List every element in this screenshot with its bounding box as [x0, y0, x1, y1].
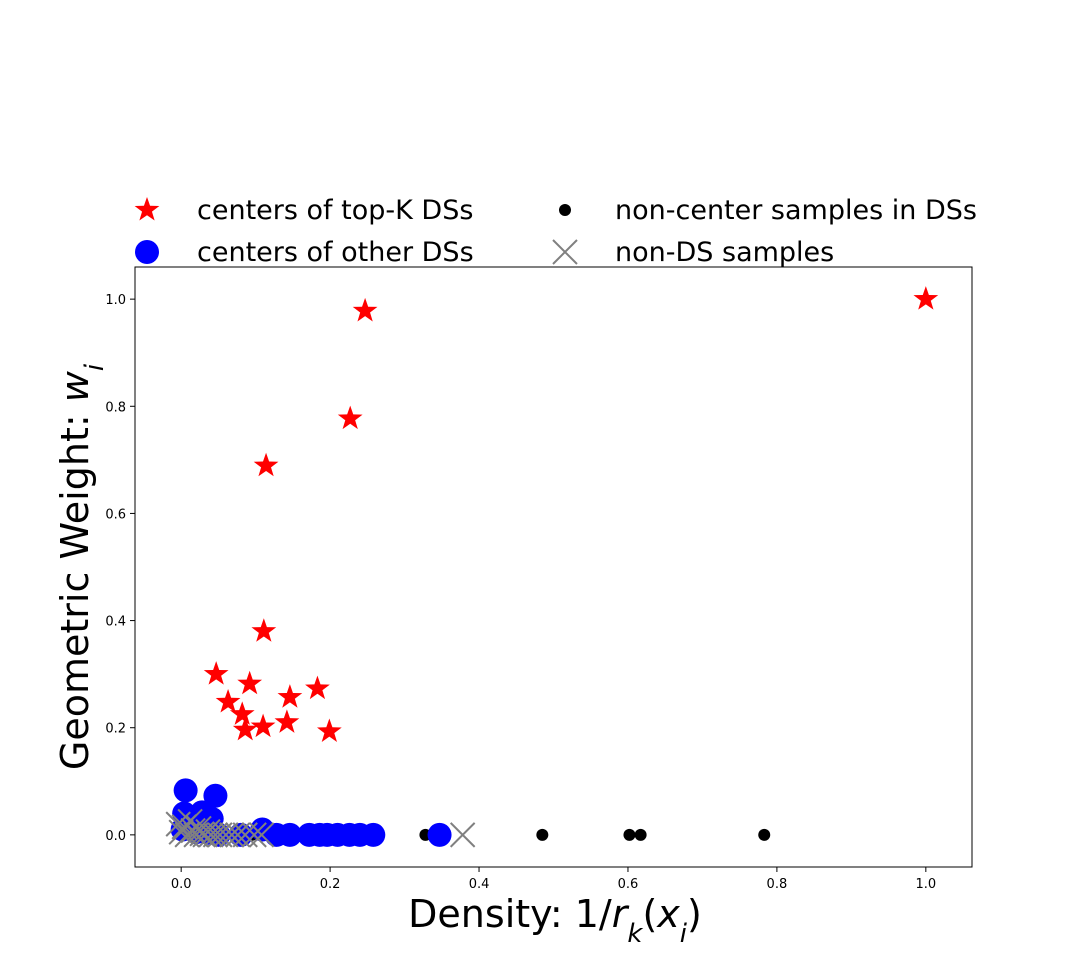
- x-tick-label: 0.8: [767, 877, 788, 892]
- other-center-point: [427, 822, 452, 847]
- non-ds-sample-marker: [449, 822, 476, 848]
- top-k-center-star: [237, 670, 263, 695]
- legend-label: non-DS samples: [615, 237, 834, 268]
- legend-entry: centers of top-K DSs: [134, 195, 473, 226]
- non-ds-sample-marker: [219, 822, 245, 848]
- x-tick-label: 0.6: [618, 877, 639, 892]
- x-tick-label: 0.2: [320, 877, 341, 892]
- legend-marker: [559, 204, 571, 216]
- legend-entry: non-center samples in DSs: [559, 195, 977, 226]
- non-center-sample-point: [536, 828, 549, 841]
- top-k-center-star: [251, 618, 277, 642]
- top-k-center-star: [250, 713, 276, 738]
- other-center-point: [361, 822, 386, 847]
- x-tick-label: 0.4: [469, 877, 490, 892]
- y-tick-label: 0.2: [105, 722, 126, 737]
- top-k-center-star: [253, 452, 279, 477]
- x-axis: 0.0 0.2 0.4 0.6 0.8 1.0: [171, 867, 936, 892]
- top-k-center-star: [215, 689, 241, 713]
- top-k-center-star: [274, 709, 300, 733]
- legend-entry: non-DS samples: [552, 237, 834, 268]
- y-tick-label: 0.6: [105, 507, 126, 522]
- series-0: [203, 286, 939, 742]
- non-center-sample-point: [634, 828, 647, 841]
- y-tick-label: 0.0: [105, 829, 126, 844]
- y-tick-label: 0.4: [105, 615, 126, 630]
- legend-marker: [552, 239, 578, 265]
- x-axis-label: Density: 1/rk(xi): [408, 892, 702, 949]
- legend-label: centers of top-K DSs: [197, 195, 473, 226]
- non-ds-sample-marker: [168, 819, 194, 845]
- legend-marker: [135, 240, 159, 264]
- non-center-sample-point: [758, 828, 771, 841]
- y-axis: 0.0 0.2 0.4 0.6 0.8 1.0: [105, 293, 135, 844]
- legend-label: non-center samples in DSs: [615, 195, 977, 226]
- legend: centers of top-K DSs centers of other DSs…: [134, 195, 977, 268]
- y-tick-label: 0.8: [105, 400, 126, 415]
- series-3: [165, 808, 476, 848]
- top-k-center-star: [352, 297, 378, 322]
- y-axis-title: Geometric Weight: wi: [53, 363, 110, 770]
- top-k-center-star: [203, 661, 229, 685]
- non-ds-sample-marker: [207, 822, 233, 848]
- plot-area: [165, 286, 939, 848]
- plot-frame: [134, 266, 973, 868]
- other-center-point: [277, 822, 302, 847]
- y-tick-label: 1.0: [105, 293, 126, 308]
- legend-label: centers of other DSs: [197, 237, 474, 268]
- legend-marker: [134, 197, 160, 221]
- top-k-center-star: [277, 684, 303, 708]
- non-ds-sample-marker: [248, 822, 275, 848]
- top-k-center-star: [229, 701, 255, 725]
- top-k-center-star: [316, 718, 342, 742]
- other-center-point: [203, 783, 228, 808]
- legend-entry: centers of other DSs: [135, 237, 474, 268]
- top-k-center-star: [913, 286, 939, 310]
- top-k-center-star: [305, 675, 330, 700]
- non-ds-sample-marker: [241, 822, 267, 848]
- top-k-center-star: [232, 716, 258, 741]
- y-axis-label: Geometric Weight: wi: [53, 363, 110, 770]
- non-ds-sample-marker: [213, 822, 239, 848]
- other-center-point: [173, 778, 198, 803]
- non-center-sample-point: [623, 828, 636, 841]
- top-k-center-star: [337, 405, 363, 430]
- x-tick-label: 1.0: [915, 877, 936, 892]
- x-axis-title: Density: 1/rk(xi): [408, 892, 702, 949]
- x-tick-label: 0.0: [171, 877, 192, 892]
